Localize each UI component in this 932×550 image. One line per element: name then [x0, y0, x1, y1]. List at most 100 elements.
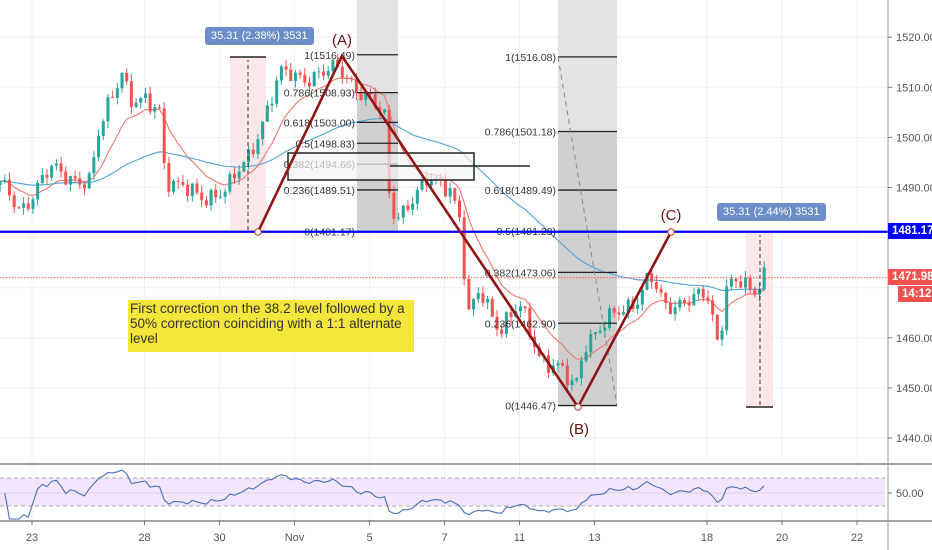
countdown-tag: 14:12 — [898, 286, 932, 302]
wave-label-c: (C) — [661, 207, 682, 224]
price-tick-label: 1460.00 — [896, 333, 932, 345]
candle-body — [209, 189, 213, 206]
candle-body — [78, 178, 82, 185]
fib-zone-2-upper — [558, 0, 617, 131]
fib-level-label: 0.618(1489.49) — [485, 185, 556, 197]
candle-body — [8, 179, 11, 196]
candle-body — [101, 121, 105, 137]
candle-body — [636, 304, 640, 310]
candle-body — [753, 289, 757, 295]
fib-level-label: 0.236(1462.90) — [485, 318, 556, 330]
candle-body — [645, 273, 649, 290]
candle-body — [195, 183, 199, 193]
candle-body — [453, 188, 457, 201]
candle-body — [622, 311, 626, 315]
candle-body — [214, 189, 218, 198]
price-tick-label: 1500.00 — [896, 132, 932, 144]
candle-body — [664, 292, 668, 303]
price-tick-label: 1440.00 — [896, 433, 932, 445]
time-tick-label: 20 — [776, 532, 788, 544]
candle-body — [186, 184, 190, 197]
candle-body — [429, 179, 433, 186]
moving-averages — [0, 77, 765, 360]
candle-body — [83, 184, 86, 189]
fib-level-label: 0(1446.47) — [505, 401, 556, 413]
candle-body — [612, 308, 616, 313]
candle-body — [659, 288, 663, 293]
candle-body — [317, 71, 321, 73]
fib-level-label: 1(1516.08) — [505, 52, 556, 64]
rsi-pane[interactable]: 50.00 — [0, 469, 924, 520]
candle-body — [176, 180, 180, 182]
candle-body — [678, 299, 682, 308]
time-axis[interactable]: 23 28 30 Nov 5 7 11 13 18 20 22 — [26, 521, 863, 544]
fib-level-label: 0.236(1489.51) — [284, 185, 355, 197]
candle-body — [448, 188, 452, 197]
candle-body — [270, 103, 274, 106]
wave-point-start[interactable] — [254, 228, 262, 236]
candle-body — [162, 108, 166, 164]
candle-body — [711, 300, 715, 315]
candle-body — [467, 278, 471, 310]
price-tick-label: 1520.00 — [896, 32, 932, 44]
candle-body — [345, 77, 349, 79]
candle-body — [443, 180, 447, 197]
candle-body — [106, 97, 110, 122]
candle-body — [12, 195, 16, 208]
fib-retracement-2[interactable]: 1(1516.08) 0.786(1501.18) 0.618(1489.49) 0.… — [485, 52, 617, 413]
candle-body — [411, 203, 415, 210]
candle-body — [312, 72, 316, 87]
fib-level-label: 0.618(1503.00) — [284, 117, 355, 129]
candle-body — [387, 109, 391, 193]
annotation-note[interactable]: First correction on the 38.2 level follo… — [128, 300, 414, 352]
fib-2-trend-line[interactable] — [557, 56, 618, 406]
candle-body — [275, 80, 279, 104]
time-tick-label: 30 — [213, 532, 225, 544]
wave-point-c[interactable] — [667, 228, 675, 236]
candle-body — [598, 330, 602, 333]
time-tick-label: 11 — [514, 532, 525, 544]
candle-body — [762, 267, 766, 290]
candle-body — [495, 316, 499, 330]
candle-body — [200, 192, 204, 201]
candle-body — [640, 289, 644, 305]
candle-body — [284, 66, 288, 70]
wave-point-b[interactable] — [574, 403, 582, 411]
candle-body — [364, 91, 368, 100]
candle-body — [68, 176, 72, 185]
candle-body — [518, 306, 522, 312]
candle-body — [683, 299, 686, 303]
candle-body — [729, 278, 733, 287]
candle-body — [528, 308, 532, 337]
candle-body — [45, 174, 49, 178]
abc-wave-pattern[interactable] — [256, 53, 673, 410]
candle-body — [129, 81, 133, 108]
candle-body — [22, 203, 26, 208]
price-axis[interactable]: 1520.00 1510.00 1500.00 1490.00 1460.00 1450.… — [888, 32, 932, 445]
fib-level-label: 1(1516.49) — [304, 50, 355, 62]
candle-body — [706, 297, 710, 301]
candle-body — [472, 299, 476, 310]
candle-body — [406, 205, 410, 210]
candle-body — [561, 363, 565, 366]
candle-body — [589, 333, 593, 353]
measure-2-label: 35.31 (2.44%) 3531 — [717, 203, 826, 221]
candle-body — [462, 217, 466, 279]
candle-body — [261, 121, 265, 140]
candle-body — [172, 180, 176, 192]
candle-body — [556, 363, 560, 366]
candle-body — [373, 94, 377, 108]
wave-label-a: (A) — [332, 32, 352, 49]
candle-body — [584, 352, 588, 361]
candle-body — [481, 293, 485, 303]
candle-body — [87, 173, 91, 189]
time-tick-label: 18 — [701, 532, 713, 544]
candle-body — [725, 286, 729, 331]
grid — [0, 0, 888, 521]
price-tick-label: 1510.00 — [896, 82, 932, 94]
candle-body — [54, 163, 58, 166]
candle-body — [523, 306, 527, 309]
candle-body — [31, 199, 35, 209]
candle-body — [111, 97, 115, 99]
